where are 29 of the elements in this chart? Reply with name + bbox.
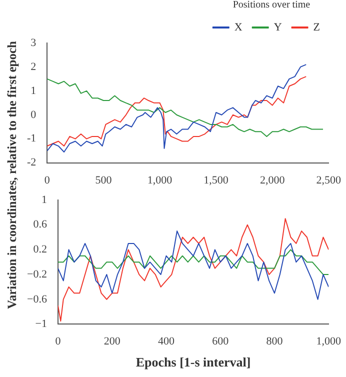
x-tick-label: 1,000 (147, 174, 173, 186)
x-tick-label: 1,500 (204, 174, 229, 186)
x-tick-label: 200 (104, 336, 121, 348)
y-axis-title: Variation in coordinates, relative to the first epoch (4, 40, 20, 310)
x-tick-label: 2,500 (316, 174, 342, 186)
legend-label: Z (313, 21, 320, 34)
y-tick-label: 0.2 (33, 244, 47, 256)
x-tick-label: 800 (266, 336, 284, 348)
y-tick-label: 0 (30, 108, 37, 121)
x-tick-label: 600 (212, 336, 230, 348)
x-tick-label: 0 (55, 336, 62, 348)
legend-label: X (234, 21, 242, 34)
y-tick-label: 3 (30, 36, 37, 49)
x-tick-label: 1,000 (316, 336, 342, 348)
x-tick-label: 2,000 (260, 174, 286, 186)
y-tick-label: −1 (35, 318, 47, 330)
x-axis-title: Epochs [1-s interval] (136, 354, 251, 370)
y-tick-label: −0.2 (26, 268, 47, 280)
y-tick-label: 0.6 (33, 218, 48, 231)
legend-title: Positions over time (232, 0, 311, 11)
x-tick-label: 400 (158, 336, 175, 348)
legend-label: Y (274, 21, 282, 34)
x-tick-label: 500 (95, 174, 112, 186)
y-tick-label: 1 (30, 84, 36, 97)
y-tick-label: -1 (26, 132, 36, 145)
y-tick-label: 1 (41, 194, 47, 206)
y-tick-label: -2 (26, 156, 36, 169)
y-tick-label: −0.6 (26, 293, 48, 306)
y-tick-label: 2 (30, 60, 36, 73)
